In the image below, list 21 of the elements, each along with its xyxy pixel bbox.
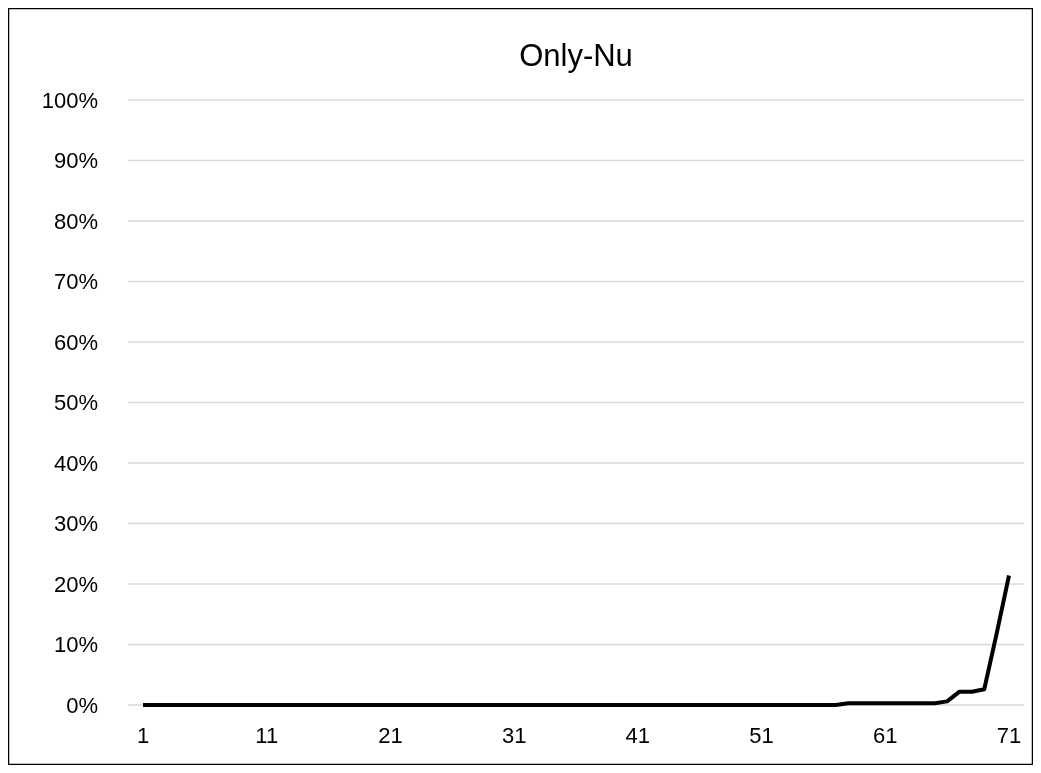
x-tick-label: 1 [136,723,150,748]
y-tick-label: 40% [53,450,98,476]
line-series [141,573,1011,707]
x-tick-label: 21 [378,723,403,748]
x-tick-label: 61 [873,723,898,748]
y-tick-label: 100% [41,87,98,113]
x-tick-label: 51 [749,723,774,748]
y-tick-label: 70% [53,269,98,295]
y-tick-label: 80% [53,208,98,234]
x-tick-label: 11 [255,723,279,748]
y-tick-label: 50% [53,390,98,416]
x-tick-label: 31 [501,723,527,748]
chart-title: Only-Nu [519,38,633,73]
y-tick-label: 60% [53,329,98,355]
y-tick-label: 0% [66,692,98,718]
y-tick-label: 30% [53,511,98,537]
x-tick-label: 41 [625,723,651,748]
y-tick-label: 20% [53,571,98,597]
x-tick-label: 71 [996,723,1022,748]
y-tick-label: 90% [53,148,98,174]
y-tick-label: 10% [53,632,98,658]
